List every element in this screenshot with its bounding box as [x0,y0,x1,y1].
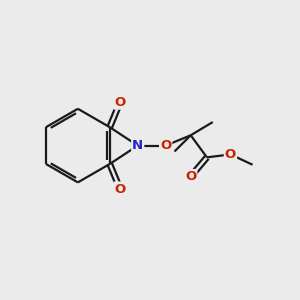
Text: O: O [225,148,236,161]
Text: O: O [160,139,171,152]
Text: N: N [132,139,143,152]
Text: O: O [114,182,126,196]
Text: O: O [114,96,126,109]
Text: O: O [185,170,196,183]
